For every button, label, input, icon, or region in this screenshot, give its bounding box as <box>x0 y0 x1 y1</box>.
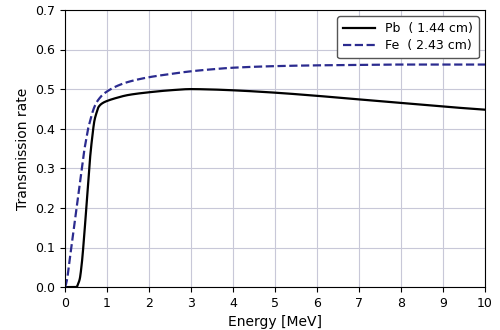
Fe  ( 2.43 cm) <box>223 66 229 70</box>
Fe  ( 2.43 cm) <box>62 285 68 289</box>
Fe  ( 2.43 cm) <box>398 63 404 67</box>
Fe  ( 2.43 cm) <box>428 63 434 67</box>
Pb  ( 1.44 cm) <box>188 87 194 91</box>
Fe  ( 2.43 cm) <box>474 63 480 67</box>
Pb  ( 1.44 cm) <box>223 88 229 92</box>
Pb  ( 1.44 cm) <box>474 107 480 111</box>
Legend: Pb  ( 1.44 cm), Fe  ( 2.43 cm): Pb ( 1.44 cm), Fe ( 2.43 cm) <box>337 16 479 58</box>
Pb  ( 1.44 cm) <box>482 108 488 112</box>
Line: Pb  ( 1.44 cm): Pb ( 1.44 cm) <box>65 89 485 287</box>
Pb  ( 1.44 cm) <box>242 89 248 93</box>
Pb  ( 1.44 cm) <box>110 97 116 101</box>
Fe  ( 2.43 cm) <box>110 86 116 90</box>
Pb  ( 1.44 cm) <box>428 104 434 108</box>
Line: Fe  ( 2.43 cm): Fe ( 2.43 cm) <box>65 65 485 287</box>
Fe  ( 2.43 cm) <box>482 63 488 67</box>
Pb  ( 1.44 cm) <box>135 92 141 96</box>
X-axis label: Energy [MeV]: Energy [MeV] <box>228 315 322 329</box>
Pb  ( 1.44 cm) <box>62 285 68 289</box>
Fe  ( 2.43 cm) <box>242 65 248 69</box>
Y-axis label: Transmission rate: Transmission rate <box>16 87 30 210</box>
Fe  ( 2.43 cm) <box>135 78 141 82</box>
